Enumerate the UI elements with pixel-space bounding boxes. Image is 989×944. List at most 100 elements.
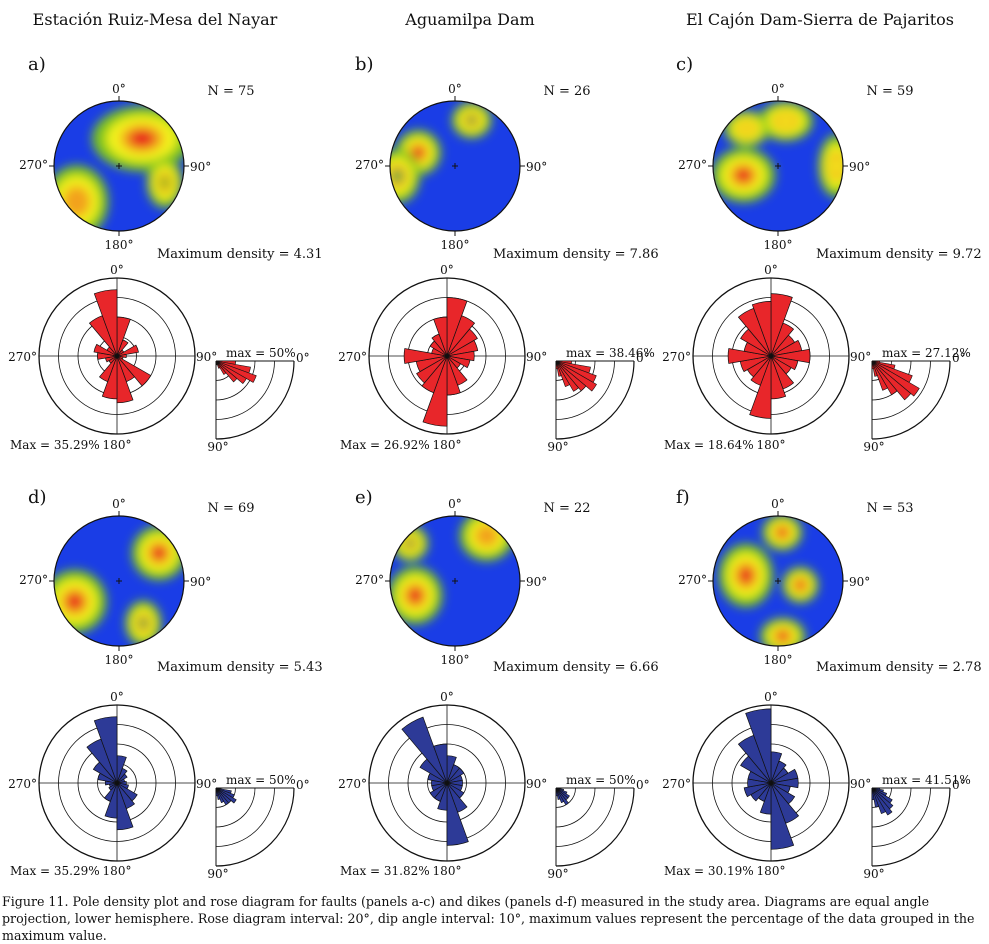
dip-ninety-label: 90° — [207, 867, 228, 881]
south-label: 180° — [105, 653, 134, 667]
density-contour — [777, 528, 787, 537]
dip-ninety-label: 90° — [547, 440, 568, 454]
north-label: 0° — [448, 497, 462, 511]
density-contour — [736, 168, 752, 182]
max-density-label: Maximum density = 6.66 — [493, 660, 659, 675]
rose-east-label: 90° — [850, 777, 871, 791]
south-label: 180° — [441, 653, 470, 667]
rose-west-label: 270° — [338, 350, 367, 364]
west-label: 270° — [355, 158, 384, 172]
rose-north-label: 0° — [110, 690, 124, 704]
density-contour — [480, 529, 494, 542]
density-contour — [129, 130, 154, 146]
rose-west-label: 270° — [8, 777, 37, 791]
east-label: 90° — [849, 160, 870, 174]
south-label: 180° — [764, 238, 793, 252]
dip-zero-label: 0° — [636, 778, 650, 792]
north-label: 0° — [112, 82, 126, 96]
rose-west-label: 270° — [8, 350, 37, 364]
rose-south-label: 180° — [103, 864, 132, 878]
max-density-label: Maximum density = 7.86 — [493, 247, 659, 262]
north-label: 0° — [448, 82, 462, 96]
max-density-label: Maximum density = 4.31 — [157, 247, 323, 262]
density-contour — [796, 580, 805, 589]
rose-east-label: 90° — [526, 350, 547, 364]
density-contour — [408, 588, 422, 603]
figure-caption: Figure 11. Pole density plot and rose di… — [2, 893, 987, 944]
north-label: 0° — [771, 82, 785, 96]
density-contour — [779, 116, 793, 126]
dip-max-label: max = 50% — [226, 346, 296, 360]
rose-south-label: 180° — [103, 438, 132, 452]
north-label: 0° — [771, 497, 785, 511]
figure-canvas: a) N = 75 0° 90° 180° 270° Maximum density = 4… — [0, 0, 989, 890]
south-label: 180° — [441, 238, 470, 252]
rose-west-label: 270° — [662, 777, 691, 791]
rose-west-label: 270° — [338, 777, 367, 791]
density-plot — [45, 101, 192, 238]
dip-ninety-label: 90° — [207, 440, 228, 454]
density-contour — [392, 169, 403, 183]
dip-zero-label: 0° — [952, 778, 966, 792]
sample-count: N = 22 — [543, 501, 590, 516]
dip-max-label: max = 50% — [566, 773, 636, 787]
east-label: 90° — [526, 575, 547, 589]
rose-east-label: 90° — [196, 777, 217, 791]
density-contour — [406, 539, 415, 548]
density-contour — [160, 176, 169, 189]
sample-count: N = 75 — [207, 84, 254, 99]
rose-east-label: 90° — [526, 777, 547, 791]
max-density-label: Maximum density = 2.78 — [816, 660, 982, 675]
density-plot — [375, 101, 520, 231]
density-contour — [777, 631, 788, 640]
density-contour — [741, 124, 752, 133]
dip-max-label: max = 50% — [226, 773, 296, 787]
max-density-label: Maximum density = 9.72 — [816, 247, 982, 262]
east-label: 90° — [190, 160, 211, 174]
rose-east-label: 90° — [850, 350, 871, 364]
rose-max-label: Max = 35.29% — [10, 864, 100, 878]
panel-label: e) — [355, 487, 373, 508]
south-label: 180° — [105, 238, 134, 252]
max-density-label: Maximum density = 5.43 — [157, 660, 323, 675]
dip-zero-label: 0° — [296, 351, 310, 365]
dip-ring — [556, 788, 634, 866]
panel-label: f) — [676, 487, 690, 508]
rose-max-label: Max = 26.92% — [340, 438, 430, 452]
density-contour — [413, 147, 424, 158]
panel-label: a) — [28, 54, 46, 75]
rose-south-label: 180° — [433, 864, 462, 878]
sample-count: N = 59 — [866, 84, 913, 99]
panel-label: b) — [355, 54, 374, 75]
density-contour — [152, 546, 166, 560]
dip-zero-label: 0° — [296, 778, 310, 792]
dip-zero-label: 0° — [952, 351, 966, 365]
sample-count: N = 26 — [543, 84, 590, 99]
north-label: 0° — [112, 497, 126, 511]
density-contour — [69, 192, 85, 210]
rose-max-label: Max = 31.82% — [340, 864, 430, 878]
density-contour — [832, 158, 841, 174]
rose-north-label: 0° — [110, 263, 124, 277]
west-label: 270° — [678, 158, 707, 172]
dip-ninety-label: 90° — [863, 867, 884, 881]
west-label: 270° — [678, 573, 707, 587]
density-contour — [467, 116, 477, 125]
rose-south-label: 180° — [433, 438, 462, 452]
density-plot — [712, 101, 855, 231]
density-contour — [67, 594, 83, 610]
rose-north-label: 0° — [440, 263, 454, 277]
rose-north-label: 0° — [440, 690, 454, 704]
west-label: 270° — [19, 158, 48, 172]
rose-max-label: Max = 18.64% — [664, 438, 754, 452]
west-label: 270° — [19, 573, 48, 587]
rose-max-label: Max = 30.19% — [664, 864, 754, 878]
panel-label: c) — [676, 54, 693, 75]
sample-count: N = 53 — [866, 501, 913, 516]
rose-west-label: 270° — [662, 350, 691, 364]
east-label: 90° — [526, 160, 547, 174]
density-contour — [139, 618, 148, 629]
dip-zero-label: 0° — [636, 351, 650, 365]
rose-north-label: 0° — [764, 690, 778, 704]
rose-south-label: 180° — [757, 864, 786, 878]
